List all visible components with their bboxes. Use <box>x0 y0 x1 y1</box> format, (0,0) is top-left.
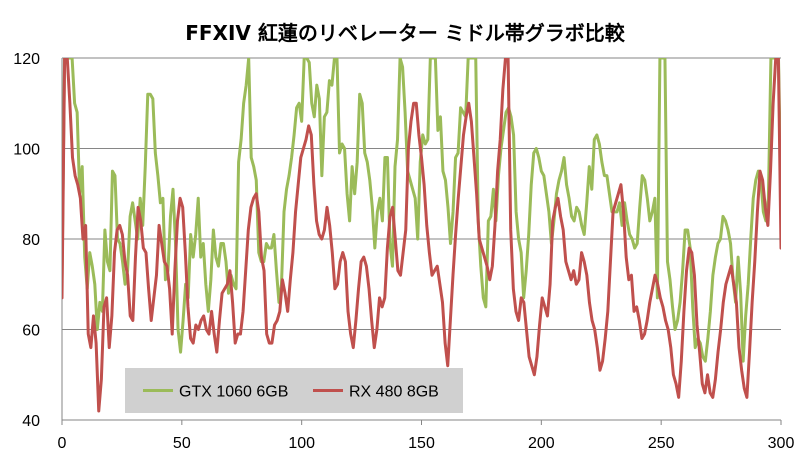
y-tick-label: 120 <box>13 51 40 68</box>
chart-title: FFXIV 紅蓮のリベレーター ミドル帯グラボ比較 <box>185 21 626 45</box>
x-tick-label: 50 <box>173 435 191 452</box>
x-tick-label: 0 <box>58 435 67 452</box>
x-tick-label: 250 <box>648 435 675 452</box>
series-line-rx-480 <box>62 58 781 413</box>
y-tick-label: 40 <box>22 413 40 430</box>
y-tick-label: 80 <box>22 232 40 249</box>
legend-label: RX 480 8GB <box>349 384 439 401</box>
x-tick-label: 150 <box>408 435 435 452</box>
legend-box <box>125 368 463 413</box>
legend: GTX 1060 6GB RX 480 8GB <box>125 368 463 413</box>
series-lines <box>62 58 781 413</box>
x-tick-label: 200 <box>528 435 555 452</box>
y-tick-label: 100 <box>13 142 40 159</box>
y-tick-label: 60 <box>22 323 40 340</box>
x-tick-label: 100 <box>288 435 315 452</box>
axes: 40 60 80 100 120 0 50 100 150 200 250 300 <box>13 51 794 452</box>
x-tick-label: 300 <box>768 435 795 452</box>
legend-label: GTX 1060 6GB <box>179 384 288 401</box>
